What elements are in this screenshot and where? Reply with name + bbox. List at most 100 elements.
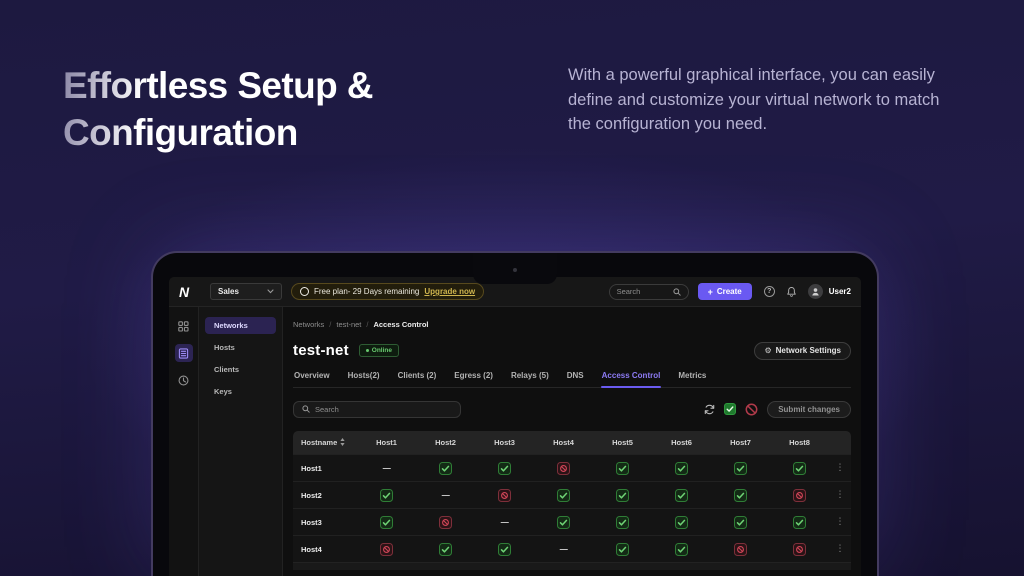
tab-relays-5[interactable]: Relays (5) bbox=[510, 371, 550, 387]
access-allow-icon[interactable] bbox=[439, 542, 452, 556]
access-deny-icon[interactable] bbox=[557, 461, 570, 475]
networks-list-icon[interactable] bbox=[174, 344, 193, 362]
camera-dot bbox=[513, 268, 517, 272]
table-header: Hostname Host1 Host2 Host3 Host4 Host5 Host6 Ho… bbox=[293, 431, 851, 454]
submit-changes-button[interactable]: Submit changes bbox=[767, 400, 851, 418]
deny-all-block-icon[interactable] bbox=[745, 403, 758, 416]
plus-icon: + bbox=[707, 286, 713, 297]
workspace-selector[interactable]: Sales bbox=[210, 283, 282, 300]
allow-all-checkbox-icon[interactable] bbox=[724, 403, 737, 415]
access-allow-icon[interactable] bbox=[793, 461, 806, 475]
matrix-cell bbox=[652, 488, 711, 502]
tab-overview[interactable]: Overview bbox=[293, 371, 331, 387]
row-menu-kebab-icon[interactable]: ⋮ bbox=[835, 463, 845, 473]
partial-next-row bbox=[293, 562, 851, 570]
sidebar-item-networks[interactable]: Networks bbox=[205, 317, 276, 334]
access-allow-icon[interactable] bbox=[675, 488, 688, 502]
hero-description: With a powerful graphical interface, you… bbox=[568, 66, 940, 134]
icon-rail bbox=[169, 307, 199, 576]
access-allow-icon[interactable] bbox=[675, 542, 688, 556]
access-deny-icon[interactable] bbox=[498, 488, 511, 502]
hero-title: Effortless Setup & Configuration bbox=[63, 62, 374, 157]
matrix-cell bbox=[534, 461, 593, 475]
refresh-icon[interactable] bbox=[704, 404, 715, 415]
access-allow-icon[interactable] bbox=[498, 542, 511, 556]
matrix-cell bbox=[652, 461, 711, 475]
column-header-host1: Host1 bbox=[357, 438, 416, 447]
table-search[interactable] bbox=[293, 400, 461, 418]
access-allow-icon[interactable] bbox=[616, 542, 629, 556]
row-menu-kebab-icon[interactable]: ⋮ bbox=[835, 517, 845, 527]
row-hostname: Host2 bbox=[301, 490, 322, 500]
table-search-input[interactable] bbox=[315, 404, 452, 414]
access-allow-icon[interactable] bbox=[675, 461, 688, 475]
matrix-cell bbox=[416, 461, 475, 475]
access-deny-icon[interactable] bbox=[793, 488, 806, 502]
network-title-row: test-net Online ⚙ Network Settings bbox=[293, 341, 851, 360]
help-icon[interactable]: ? bbox=[763, 286, 775, 297]
sidebar-item-hosts[interactable]: Hosts bbox=[214, 343, 235, 352]
status-badge-label: Online bbox=[371, 347, 393, 354]
access-allow-icon[interactable] bbox=[557, 488, 570, 502]
breadcrumb: Networks / test-net / Access Control bbox=[293, 320, 851, 329]
column-header-host2: Host2 bbox=[416, 438, 475, 447]
breadcrumb-access-control: Access Control bbox=[373, 320, 429, 329]
user-avatar[interactable] bbox=[807, 284, 823, 299]
row-menu-kebab-icon[interactable]: ⋮ bbox=[835, 490, 845, 500]
sidebar-item-clients[interactable]: Clients bbox=[214, 365, 240, 374]
access-allow-icon[interactable] bbox=[734, 461, 747, 475]
access-deny-icon[interactable] bbox=[793, 542, 806, 556]
laptop-mockup: N Sales Free plan- 29 Days remaining Upg… bbox=[151, 251, 879, 576]
matrix-cell: — bbox=[357, 464, 416, 473]
access-allow-icon[interactable] bbox=[616, 515, 629, 529]
matrix-cell bbox=[711, 488, 770, 502]
access-allow-icon[interactable] bbox=[734, 515, 747, 529]
notifications-bell-icon[interactable] bbox=[786, 286, 797, 298]
matrix-cell bbox=[770, 542, 829, 556]
dashboard-grid-icon[interactable] bbox=[175, 317, 193, 335]
app-logo[interactable]: N bbox=[179, 283, 190, 300]
tab-access-control[interactable]: Access Control bbox=[600, 371, 662, 388]
global-search[interactable] bbox=[608, 283, 689, 300]
access-allow-icon[interactable] bbox=[439, 461, 452, 475]
tab-dns[interactable]: DNS bbox=[566, 371, 585, 387]
tab-hosts-2[interactable]: Hosts(2) bbox=[347, 371, 381, 387]
upgrade-now-link[interactable]: Upgrade now bbox=[424, 287, 476, 296]
breadcrumb-networks[interactable]: Networks bbox=[293, 320, 325, 329]
laptop-notch bbox=[473, 253, 557, 284]
matrix-cell bbox=[534, 488, 593, 502]
access-deny-icon[interactable] bbox=[380, 542, 393, 556]
tab-clients-2[interactable]: Clients (2) bbox=[397, 371, 438, 387]
row-menu-kebab-icon[interactable]: ⋮ bbox=[835, 544, 845, 554]
access-deny-icon[interactable] bbox=[439, 515, 452, 529]
create-button-label: Create bbox=[716, 287, 742, 296]
access-allow-icon[interactable] bbox=[498, 461, 511, 475]
sort-icon[interactable] bbox=[340, 437, 345, 448]
access-self-dash: — bbox=[559, 544, 568, 554]
access-allow-icon[interactable] bbox=[380, 515, 393, 529]
access-deny-icon[interactable] bbox=[734, 542, 747, 556]
tab-egress-2[interactable]: Egress (2) bbox=[453, 371, 494, 387]
activity-clock-icon[interactable] bbox=[175, 371, 193, 389]
access-allow-icon[interactable] bbox=[380, 488, 393, 502]
table-row-host4: Host4 — ⋮ bbox=[293, 535, 851, 562]
access-allow-icon[interactable] bbox=[616, 461, 629, 475]
network-settings-button[interactable]: ⚙ Network Settings bbox=[754, 341, 851, 360]
access-allow-icon[interactable] bbox=[557, 515, 570, 529]
matrix-cell bbox=[652, 542, 711, 556]
network-settings-label: Network Settings bbox=[775, 346, 841, 355]
matrix-cell bbox=[711, 542, 770, 556]
create-button[interactable]: + Create bbox=[697, 283, 752, 300]
sidebar-item-keys[interactable]: Keys bbox=[214, 387, 232, 396]
matrix-cell bbox=[357, 488, 416, 502]
global-search-input[interactable] bbox=[616, 287, 673, 296]
matrix-cell bbox=[416, 542, 475, 556]
breadcrumb-test-net[interactable]: test-net bbox=[336, 320, 362, 329]
column-header-hostname[interactable]: Hostname bbox=[293, 437, 357, 448]
access-allow-icon[interactable] bbox=[793, 515, 806, 529]
tab-metrics[interactable]: Metrics bbox=[677, 371, 707, 387]
access-allow-icon[interactable] bbox=[734, 488, 747, 502]
access-allow-icon[interactable] bbox=[616, 488, 629, 502]
gear-icon: ⚙ bbox=[764, 346, 772, 355]
access-allow-icon[interactable] bbox=[675, 515, 688, 529]
